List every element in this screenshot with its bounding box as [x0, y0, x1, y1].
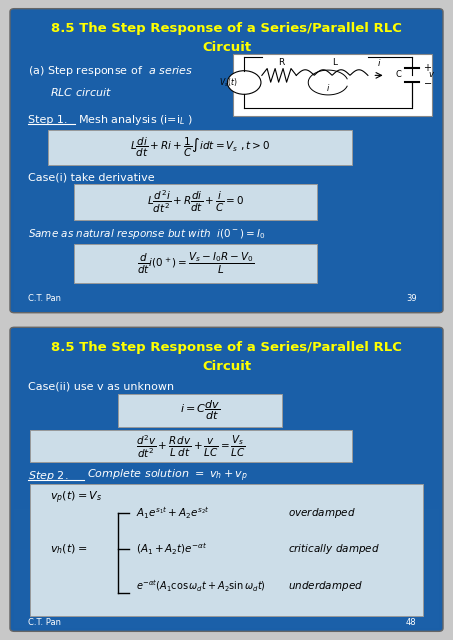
- Text: $e^{-\alpha t}(A_1\cos\omega_d t+A_2\sin\omega_d t)$: $e^{-\alpha t}(A_1\cos\omega_d t+A_2\sin…: [136, 579, 266, 594]
- FancyBboxPatch shape: [74, 184, 317, 220]
- Text: $\it{Same\ as\ natural\ response\ but\ with\ \ i(0^-)=I_0}$: $\it{Same\ as\ natural\ response\ but\ w…: [28, 227, 265, 241]
- Bar: [14, 449, 439, 469]
- Text: Circuit: Circuit: [202, 360, 251, 372]
- Text: $A_1e^{s_1t}+A_2e^{s_2t}$: $A_1e^{s_1t}+A_2e^{s_2t}$: [136, 506, 210, 521]
- Text: Case(i) take derivative: Case(i) take derivative: [28, 173, 154, 183]
- Text: 8.5 The Step Response of a Series/Parallel RLC: 8.5 The Step Response of a Series/Parall…: [51, 22, 402, 35]
- FancyBboxPatch shape: [10, 9, 443, 313]
- Bar: [14, 410, 439, 429]
- FancyBboxPatch shape: [30, 429, 352, 462]
- Text: $\dfrac{d^2v}{dt^2}+\dfrac{R}{L}\dfrac{dv}{dt}+\dfrac{v}{LC}=\dfrac{V_s}{LC}$: $\dfrac{d^2v}{dt^2}+\dfrac{R}{L}\dfrac{d…: [136, 433, 246, 460]
- Bar: [14, 71, 439, 91]
- Bar: [14, 609, 439, 628]
- FancyBboxPatch shape: [48, 130, 352, 165]
- Bar: [14, 589, 439, 609]
- Text: $v_p(t)=V_s$: $v_p(t)=V_s$: [50, 490, 102, 506]
- Text: L: L: [332, 58, 337, 67]
- Text: R: R: [279, 58, 285, 67]
- Text: $L\dfrac{d^2i}{dt^2}+R\dfrac{di}{dt}+\dfrac{i}{C}=0$: $L\dfrac{d^2i}{dt^2}+R\dfrac{di}{dt}+\df…: [147, 188, 244, 215]
- Bar: [14, 529, 439, 549]
- Bar: [14, 350, 439, 370]
- Text: $(A_1+A_2t)e^{-\alpha t}$: $(A_1+A_2t)e^{-\alpha t}$: [136, 541, 207, 557]
- Bar: [14, 250, 439, 270]
- Bar: [14, 191, 439, 211]
- Text: (a) Step response of  $\it{a\ series}$: (a) Step response of $\it{a\ series}$: [28, 64, 193, 77]
- Circle shape: [227, 70, 261, 94]
- Text: $v_h(t)=$: $v_h(t)=$: [50, 542, 87, 556]
- Bar: [14, 569, 439, 589]
- Bar: [14, 211, 439, 230]
- Text: $\it{underdamped}$: $\it{underdamped}$: [289, 579, 363, 593]
- Bar: [14, 171, 439, 191]
- Bar: [14, 51, 439, 71]
- Bar: [14, 370, 439, 390]
- Text: +: +: [423, 63, 431, 72]
- Text: $i$: $i$: [326, 83, 330, 93]
- Text: $\it{overdamped}$: $\it{overdamped}$: [289, 506, 356, 520]
- Bar: [14, 429, 439, 449]
- Text: 8.5 The Step Response of a Series/Parallel RLC: 8.5 The Step Response of a Series/Parall…: [51, 341, 402, 354]
- Text: 48: 48: [406, 618, 416, 627]
- FancyBboxPatch shape: [30, 484, 423, 616]
- Bar: [14, 290, 439, 310]
- Bar: [14, 509, 439, 529]
- FancyBboxPatch shape: [233, 54, 432, 116]
- Text: Case(ii) use v as unknown: Case(ii) use v as unknown: [28, 381, 174, 391]
- Bar: [14, 390, 439, 410]
- Text: Circuit: Circuit: [202, 41, 251, 54]
- Bar: [14, 91, 439, 111]
- Bar: [14, 151, 439, 171]
- Text: $-$: $-$: [423, 77, 432, 86]
- Text: 39: 39: [406, 294, 416, 303]
- Text: $\it{RLC\ circuit}$: $\it{RLC\ circuit}$: [50, 86, 112, 99]
- Text: $v$: $v$: [428, 70, 434, 79]
- FancyBboxPatch shape: [10, 327, 443, 631]
- Text: Step 1.: Step 1.: [28, 115, 67, 125]
- Bar: [14, 111, 439, 131]
- Text: $i=C\dfrac{dv}{dt}$: $i=C\dfrac{dv}{dt}$: [180, 399, 220, 422]
- Bar: [14, 330, 439, 350]
- Text: $L\dfrac{di}{dt}+Ri+\dfrac{1}{C}\int idt=V_s\ ,t>0$: $L\dfrac{di}{dt}+Ri+\dfrac{1}{C}\int idt…: [130, 136, 270, 159]
- Bar: [14, 131, 439, 151]
- Bar: [14, 489, 439, 509]
- FancyBboxPatch shape: [118, 394, 282, 426]
- FancyBboxPatch shape: [74, 244, 317, 284]
- Text: $\it{Step\ 2.}$: $\it{Step\ 2.}$: [28, 469, 68, 483]
- Bar: [14, 230, 439, 250]
- Text: $\dfrac{d}{dt}i(0^+)=\dfrac{V_s-I_0R-V_0}{L}$: $\dfrac{d}{dt}i(0^+)=\dfrac{V_s-I_0R-V_0…: [137, 251, 254, 276]
- Bar: [14, 270, 439, 290]
- Bar: [14, 31, 439, 51]
- Bar: [14, 12, 439, 31]
- Text: $V_s(t)$: $V_s(t)$: [219, 76, 237, 89]
- Text: C.T. Pan: C.T. Pan: [28, 618, 61, 627]
- Text: $\it{Complete\ solution\ =\ v_h+v_p}$: $\it{Complete\ solution\ =\ v_h+v_p}$: [87, 468, 248, 484]
- Bar: [14, 549, 439, 569]
- Text: Mesh analysis (i=i$_L$ ): Mesh analysis (i=i$_L$ ): [77, 113, 193, 127]
- Text: $\it{critically\ damped}$: $\it{critically\ damped}$: [289, 542, 380, 556]
- Bar: [14, 469, 439, 489]
- Text: $i$: $i$: [377, 58, 381, 68]
- Text: C.T. Pan: C.T. Pan: [28, 294, 61, 303]
- Text: C: C: [395, 70, 401, 79]
